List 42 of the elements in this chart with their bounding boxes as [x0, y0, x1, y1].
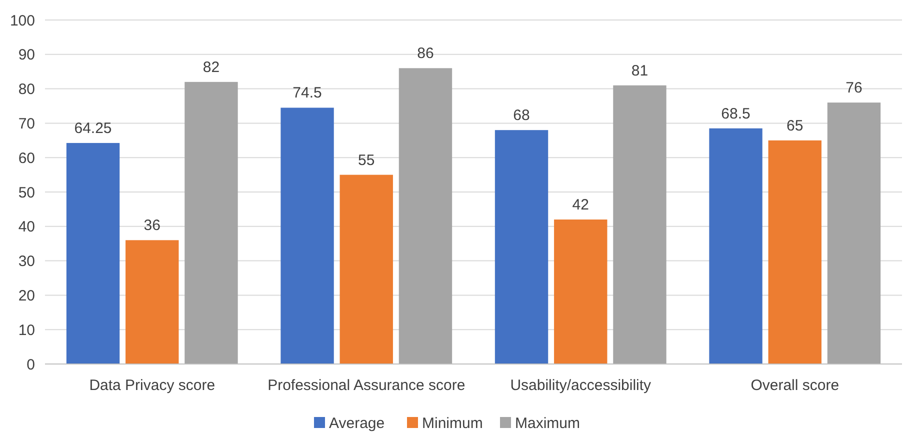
- y-tick-label: 70: [18, 115, 35, 132]
- data-label: 86: [417, 45, 434, 62]
- bar: [280, 108, 334, 364]
- y-tick-label: 40: [18, 218, 35, 236]
- bar: [709, 128, 762, 364]
- data-label: 82: [202, 58, 220, 76]
- x-tick-label: Data Privacy score: [89, 377, 216, 394]
- data-label: 64.25: [74, 120, 112, 137]
- bar: [827, 102, 881, 364]
- data-label: 36: [144, 217, 160, 234]
- x-tick-label: Usability/accessibility: [510, 377, 652, 394]
- data-label: 65: [786, 117, 804, 134]
- y-tick-label: 90: [18, 46, 35, 64]
- y-tick-label: 30: [18, 253, 35, 270]
- bar: [613, 85, 666, 364]
- bar: [494, 130, 548, 364]
- data-label: 42: [572, 196, 589, 214]
- x-tick-label: Overall score: [750, 377, 840, 394]
- data-label: 74.5: [292, 84, 322, 102]
- y-tick-label: 100: [10, 12, 35, 30]
- data-label: 68.5: [721, 105, 750, 122]
- bar: [66, 142, 120, 364]
- legend-label: Average: [329, 415, 385, 432]
- bar: [184, 82, 238, 364]
- y-tick-label: 0: [26, 356, 35, 374]
- bar: [768, 140, 822, 364]
- data-label: 76: [846, 80, 862, 97]
- bar: [554, 220, 608, 364]
- bar: [398, 68, 452, 364]
- bar: [340, 174, 393, 364]
- x-tick-label: Professional Assurance score: [268, 377, 466, 394]
- bar: [126, 240, 179, 364]
- data-label: 81: [631, 62, 648, 80]
- data-label: 68: [513, 107, 530, 124]
- data-label: 55: [358, 152, 375, 169]
- y-tick-label: 50: [18, 184, 35, 202]
- legend-label: Minimum: [422, 415, 483, 432]
- y-tick-label: 60: [18, 150, 35, 167]
- legend-label: Maximum: [515, 415, 580, 432]
- y-tick-label: 10: [18, 322, 35, 339]
- y-tick-label: 80: [18, 81, 35, 98]
- y-tick-label: 20: [18, 287, 35, 304]
